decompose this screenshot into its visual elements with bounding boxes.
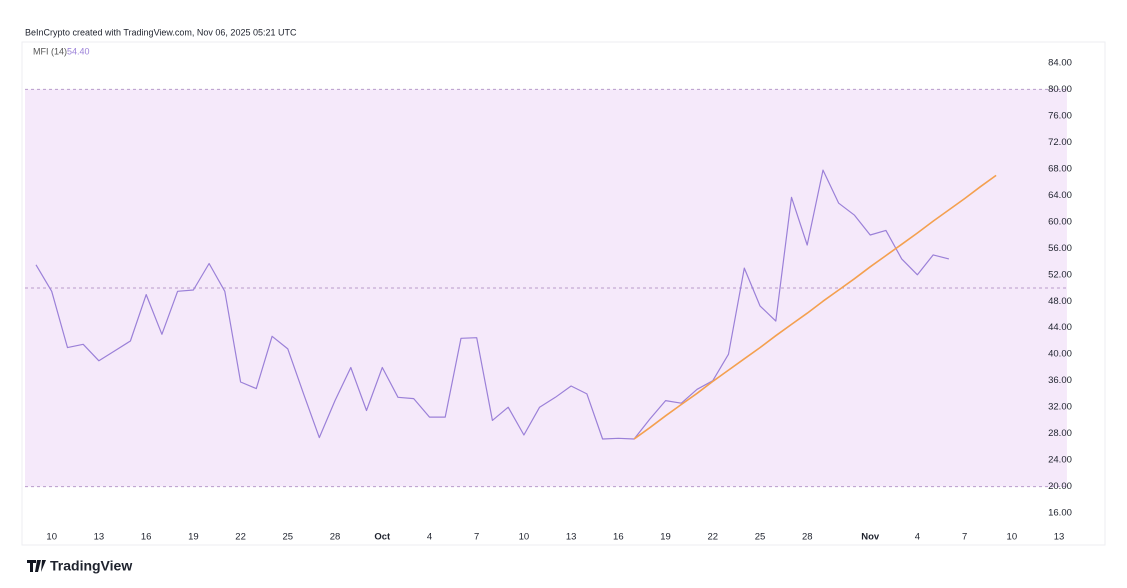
- x-tick-label: 19: [188, 532, 199, 543]
- plot: [25, 88, 1067, 488]
- source-note: BeInCrypto created with TradingView.com,…: [25, 27, 297, 37]
- x-tick-label: 22: [235, 532, 246, 543]
- x-tick-label: Oct: [374, 532, 391, 543]
- x-tick-label: 4: [915, 532, 920, 543]
- y-tick-label: 16.00: [1048, 508, 1072, 519]
- x-tick-label: 28: [330, 532, 341, 543]
- y-tick-label: 36.00: [1048, 375, 1072, 386]
- x-tick-label: 22: [708, 532, 719, 543]
- x-tick-label: 10: [46, 532, 57, 543]
- y-tick-label: 28.00: [1048, 428, 1072, 439]
- x-tick-label: 10: [1007, 532, 1018, 543]
- y-tick-label: 80.00: [1048, 84, 1072, 95]
- y-tick-label: 52.00: [1048, 269, 1072, 280]
- brand-name: TradingView: [50, 558, 132, 574]
- mfi-line: [35, 169, 950, 440]
- y-tick-label: 84.00: [1048, 57, 1072, 68]
- y-tick-label: 32.00: [1048, 402, 1072, 413]
- y-tick-label: 60.00: [1048, 216, 1072, 227]
- x-tick-label: 16: [141, 532, 152, 543]
- y-tick-label: 48.00: [1048, 296, 1072, 307]
- y-tick-label: 76.00: [1048, 110, 1072, 121]
- brand-logo: TradingView: [27, 558, 132, 574]
- y-tick-label: 40.00: [1048, 349, 1072, 360]
- x-tick-label: 28: [802, 532, 813, 543]
- x-tick-label: 7: [474, 532, 479, 543]
- trend-line: [633, 174, 997, 440]
- x-tick-label: 7: [962, 532, 967, 543]
- y-tick-label: 56.00: [1048, 243, 1072, 254]
- legend-name: MFI (14): [33, 46, 67, 56]
- frame: [21, 41, 1106, 546]
- x-tick-label: 4: [427, 532, 432, 543]
- x-tick-label: 25: [283, 532, 294, 543]
- y-tick-label: 44.00: [1048, 322, 1072, 333]
- x-tick-label: 25: [755, 532, 766, 543]
- y-tick-label: 72.00: [1048, 137, 1072, 148]
- logo-icon: [27, 560, 46, 572]
- x-tick-label: 13: [566, 532, 577, 543]
- legend-value: 54.40: [67, 46, 90, 56]
- y-tick-label: 20.00: [1048, 481, 1072, 492]
- band-fill: [25, 89, 1067, 487]
- x-tick-label: 10: [519, 532, 530, 543]
- x-tick-label: 13: [94, 532, 105, 543]
- x-tick-label: 13: [1054, 532, 1065, 543]
- y-tick-label: 68.00: [1048, 163, 1072, 174]
- y-tick-label: 64.00: [1048, 190, 1072, 201]
- x-tick-label: 16: [613, 532, 624, 543]
- x-tick-label: 19: [660, 532, 671, 543]
- y-tick-label: 24.00: [1048, 455, 1072, 466]
- x-tick-label: Nov: [861, 532, 880, 543]
